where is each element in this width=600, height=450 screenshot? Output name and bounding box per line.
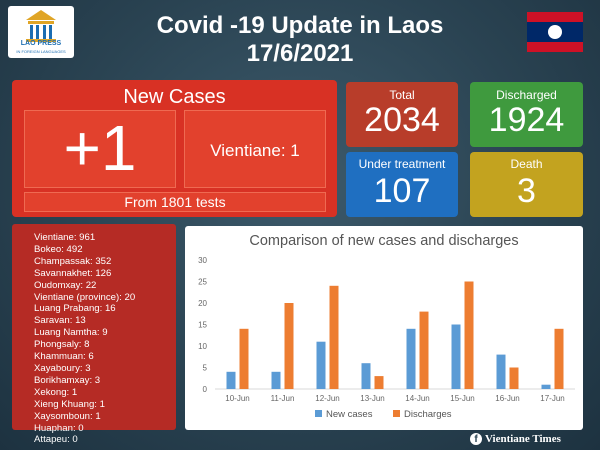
death-value: 3 — [517, 172, 536, 210]
bar-new-cases — [226, 371, 236, 389]
y-tick-label: 30 — [198, 256, 207, 265]
province-item: Khammuan: 6 — [34, 351, 94, 363]
x-tick-label: 16-Jun — [495, 394, 519, 403]
tests-count: From 1801 tests — [124, 194, 226, 210]
under-treatment-box — [346, 152, 458, 217]
province-item: Luang Prabang: 16 — [34, 303, 116, 315]
new-cases-count: +1 — [63, 112, 137, 184]
new-cases-location: Vientiane: 1 — [210, 141, 300, 160]
bar-discharges — [284, 303, 294, 389]
death-label: Death — [510, 157, 543, 171]
bar-discharges — [464, 281, 474, 389]
province-item: Borikhamxay: 3 — [34, 374, 101, 386]
x-tick-label: 15-Jun — [450, 394, 474, 403]
lao-press-logo — [8, 6, 74, 58]
total-box — [346, 82, 458, 147]
province-item: Bokeo: 492 — [34, 243, 83, 255]
legend-swatch — [315, 410, 322, 417]
bar-new-cases — [361, 363, 371, 389]
laos-flag-icon — [527, 12, 583, 52]
discharged-label: Discharged — [496, 88, 557, 102]
y-tick-label: 0 — [203, 385, 208, 394]
bar-new-cases — [406, 328, 416, 389]
bar-chart: 0 5 10 15 20 25 30 10-Jun 11-Jun 12-Jun 13-Jun 14-J… — [198, 256, 575, 420]
province-item: Oudomxay: 22 — [34, 279, 97, 291]
province-item: Saravan: 13 — [34, 315, 86, 327]
province-item: Attapeu: 0 — [34, 434, 78, 446]
x-tick-label: 13-Jun — [360, 394, 384, 403]
tests-box — [24, 192, 326, 212]
logo-subtitle: IN FOREIGN LANGUAGES — [16, 49, 66, 54]
bar-new-cases — [316, 341, 326, 389]
bar-new-cases — [496, 354, 506, 389]
total-value: 2034 — [364, 101, 440, 139]
x-tick-label: 14-Jun — [405, 394, 429, 403]
y-tick-label: 25 — [198, 278, 207, 287]
under-treatment-value: 107 — [373, 172, 431, 210]
facebook-icon: f — [470, 433, 482, 445]
y-tick-label: 15 — [198, 321, 207, 330]
y-tick-label: 5 — [203, 364, 208, 373]
province-item: Xaysomboun: 1 — [34, 410, 101, 422]
province-item: Champassak: 352 — [34, 255, 112, 267]
y-tick-label: 10 — [198, 342, 207, 351]
bar-discharges — [239, 328, 249, 389]
x-tick-label: 17-Jun — [540, 394, 564, 403]
total-label: Total — [389, 88, 415, 102]
province-item: Vientiane: 961 — [34, 232, 96, 243]
province-panel — [12, 224, 176, 430]
bar-discharges — [509, 367, 519, 389]
province-item: Savannakhet: 126 — [34, 267, 112, 279]
province-item: Phongsaly: 8 — [34, 339, 90, 351]
bar-discharges — [374, 376, 384, 389]
page-date: 17/6/2021 — [246, 40, 354, 67]
bar-new-cases — [541, 384, 551, 389]
legend-swatch — [393, 410, 400, 417]
legend-label: Discharges — [404, 409, 452, 420]
province-item: Xieng Khuang: 1 — [34, 398, 105, 410]
province-item: Huaphan: 0 — [34, 422, 84, 434]
bar-new-cases — [271, 371, 281, 389]
new-cases-location-box — [184, 110, 326, 188]
chart-panel — [185, 226, 583, 430]
discharged-value: 1924 — [488, 101, 565, 139]
province-item: Luang Namtha: 9 — [34, 327, 108, 339]
province-item: Vientiane (province): 20 — [34, 291, 136, 303]
province-item: Xayaboury: 3 — [34, 362, 91, 374]
discharged-box — [470, 82, 583, 147]
x-tick-label: 12-Jun — [315, 394, 339, 403]
x-tick-label: 10-Jun — [225, 394, 249, 403]
page-title: Covid -19 Update in Laos — [156, 12, 444, 39]
province-list: Vientiane: 961 Bokeo: 492 Champassak: 352 S… — [34, 232, 174, 446]
bar-new-cases — [451, 324, 461, 389]
new-cases-heading: New Cases — [123, 86, 226, 108]
bar-discharges — [419, 311, 429, 389]
logo-title: LAO PRESS — [20, 40, 62, 47]
y-tick-label: 20 — [198, 299, 207, 308]
x-tick-label: 11-Jun — [271, 394, 295, 403]
death-box — [470, 152, 583, 217]
under-treatment-label: Under treatment — [358, 157, 446, 171]
footer-source: Vientiane Times — [485, 433, 561, 445]
legend-label: New cases — [326, 409, 373, 420]
chart-title: Comparison of new cases and discharges — [249, 233, 519, 249]
bar-discharges — [329, 285, 339, 389]
bar-discharges — [554, 328, 564, 389]
new-cases-count-box — [24, 110, 176, 188]
province-item: Xekong: 1 — [34, 386, 78, 398]
